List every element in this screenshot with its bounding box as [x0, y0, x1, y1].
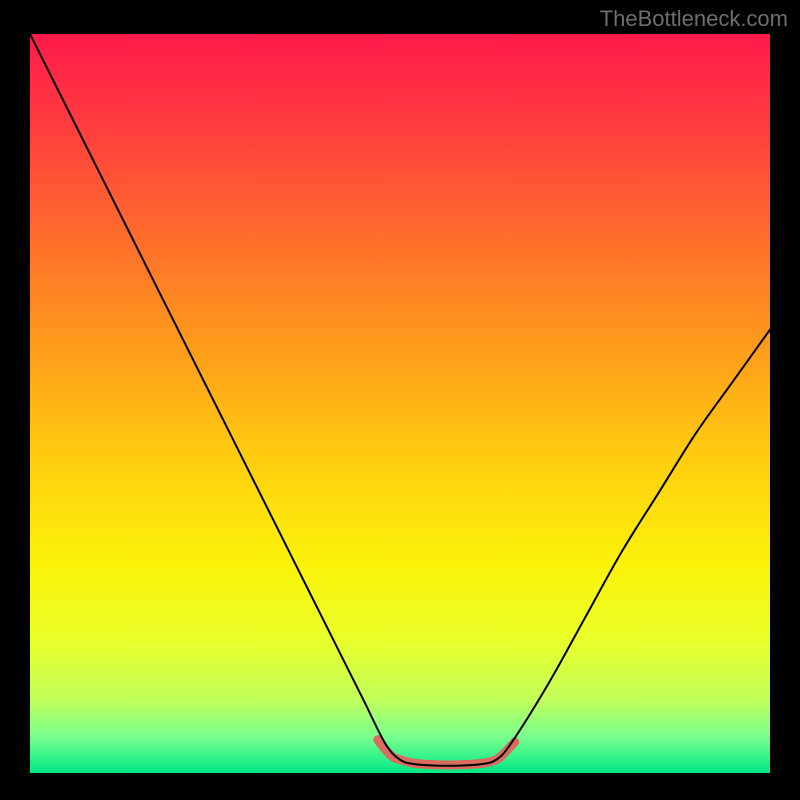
watermark-text: TheBottleneck.com — [600, 6, 788, 32]
plot-area — [30, 34, 770, 773]
curve-svg — [30, 34, 770, 773]
curve-main — [30, 34, 770, 766]
chart-frame: TheBottleneck.com — [0, 0, 800, 800]
